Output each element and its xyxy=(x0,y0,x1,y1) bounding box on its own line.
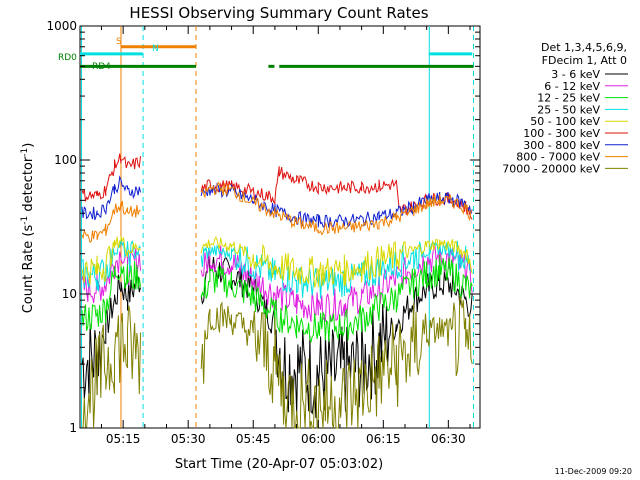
legend-label-1: 6 - 12 keV xyxy=(544,80,600,93)
flag-bars: S N RD0 RD4 xyxy=(58,37,474,72)
legend-label-3: 25 - 50 keV xyxy=(537,103,600,116)
series-line-4 xyxy=(81,236,473,288)
timestamp: 11-Dec-2009 09:20 xyxy=(555,467,632,476)
flag-label-1: N xyxy=(152,44,159,54)
legend-label-8: 7000 - 20000 keV xyxy=(502,162,600,175)
chart-title: HESSI Observing Summary Count Rates xyxy=(129,4,428,22)
legend-header-1: Det 1,3,4,5,6,9, xyxy=(541,41,627,54)
legend-label-2: 12 - 25 keV xyxy=(537,92,600,105)
y-axis-label: Count Rate (s-1 detector-1) xyxy=(20,143,36,314)
legend-label-6: 300 - 800 keV xyxy=(523,139,600,152)
series-line-2 xyxy=(81,254,473,343)
legend: Det 1,3,4,5,6,9, FDecim 1, Att 0 3 - 6 k… xyxy=(502,41,628,175)
legend-header-2: FDecim 1, Att 0 xyxy=(542,54,627,67)
x-axis-label: Start Time (20-Apr-07 05:03:02) xyxy=(175,457,383,472)
series-layer xyxy=(81,153,473,429)
y-tick-label-3: 1000 xyxy=(46,19,77,33)
series-line-7 xyxy=(81,181,473,244)
flag-label-3: RD4 xyxy=(92,62,111,72)
y-tick-label-1: 10 xyxy=(62,287,77,301)
axes: 05:15 05:30 05:45 06:00 06:15 06:30 1 10 100 1000 xyxy=(46,19,480,446)
series-line-8 xyxy=(82,295,473,429)
series-line-3 xyxy=(81,238,473,299)
series-line-6 xyxy=(81,175,473,229)
series-line-0 xyxy=(81,255,473,419)
plot-frame xyxy=(79,25,481,429)
marker-lines xyxy=(81,26,474,428)
x-tick-label-1: 05:30 xyxy=(171,432,206,446)
x-tick-label-5: 06:30 xyxy=(431,432,466,446)
x-tick-label-2: 05:45 xyxy=(236,432,271,446)
x-tick-label-3: 06:00 xyxy=(301,432,336,446)
legend-label-4: 50 - 100 keV xyxy=(530,115,600,128)
legend-label-7: 800 - 7000 keV xyxy=(516,151,600,164)
y-tick-label-0: 1 xyxy=(69,421,77,435)
x-tick-label-0: 05:15 xyxy=(106,432,141,446)
flag-label-2: RD0 xyxy=(58,53,77,63)
y-tick-label-2: 100 xyxy=(54,153,77,167)
legend-label-5: 100 - 300 keV xyxy=(523,127,600,140)
flag-label-0: S xyxy=(116,37,122,47)
x-tick-label-4: 06:15 xyxy=(366,432,401,446)
legend-label-0: 3 - 6 keV xyxy=(551,68,600,81)
